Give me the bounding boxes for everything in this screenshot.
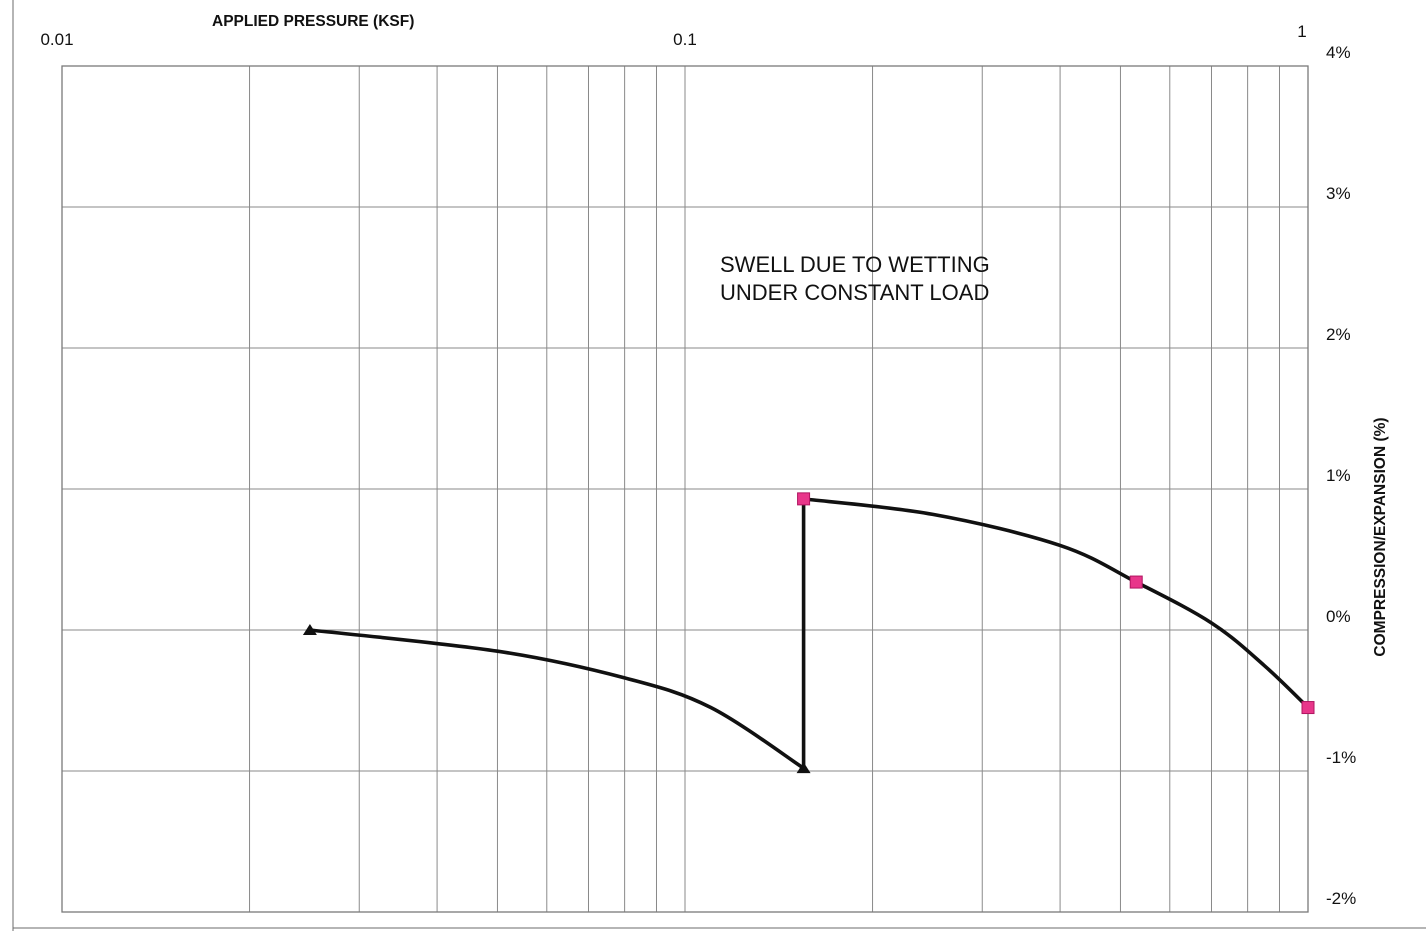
x-tick-label: 1 [1297,22,1306,41]
data-point-triangle [302,624,317,635]
data-point-square [797,492,811,506]
y-tick-label: 2% [1326,325,1351,344]
x-tick-label: 0.01 [40,30,73,49]
series-layer [302,492,1315,774]
y-tick-label: 3% [1326,184,1351,203]
y-tick-label: -1% [1326,748,1356,767]
grid [62,66,1308,912]
y-tick-label: 4% [1326,43,1351,62]
y-tick-labels: 4% 3% 2% 1% 0% -1% -2% [1326,43,1356,908]
x-tick-label: 0.1 [673,30,697,49]
x-tick-labels: 0.01 0.1 1 [40,22,1306,49]
series-line-1 [308,628,806,770]
y-axis-title: COMPRESSION/EXPANSION (%) [1372,417,1389,656]
data-point-square [1301,701,1315,715]
annotation-line-2: UNDER CONSTANT LOAD [720,280,989,305]
y-tick-label: 0% [1326,607,1351,626]
y-tick-label: 1% [1326,466,1351,485]
x-axis-title: APPLIED PRESSURE (KSF) [212,13,414,30]
series-line-3 [801,497,1310,710]
annotation-line-1: SWELL DUE TO WETTING [720,252,990,277]
data-point-square [1129,575,1143,589]
plot-area [61,65,1309,913]
y-tick-label: -2% [1326,889,1356,908]
